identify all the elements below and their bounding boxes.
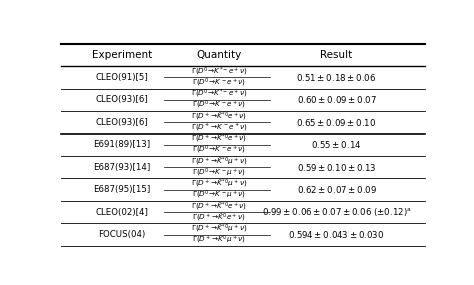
Text: CLEO(93)[6]: CLEO(93)[6] xyxy=(95,95,148,104)
Text: $\Gamma(D^0\!\to\!K^-e^+\nu)$: $\Gamma(D^0\!\to\!K^-e^+\nu)$ xyxy=(192,99,246,111)
Text: Experiment: Experiment xyxy=(91,50,152,60)
Text: $\Gamma(D^0\!\to\!K^{*-}e^+\nu)$: $\Gamma(D^0\!\to\!K^{*-}e^+\nu)$ xyxy=(191,88,247,100)
Text: CLEO(93)[6]: CLEO(93)[6] xyxy=(95,118,148,127)
Text: $\Gamma(D^0\!\to\!K^{*-}e^+\nu)$: $\Gamma(D^0\!\to\!K^{*-}e^+\nu)$ xyxy=(191,66,247,78)
Text: $\Gamma(D^+\!\to\!\bar{K}^0e^+\nu)$: $\Gamma(D^+\!\to\!\bar{K}^0e^+\nu)$ xyxy=(192,212,246,224)
Text: $0.62 \pm 0.07 \pm 0.09$: $0.62 \pm 0.07 \pm 0.09$ xyxy=(297,184,377,195)
Text: E691(89)[13]: E691(89)[13] xyxy=(93,140,150,149)
Text: $\Gamma(D^0\!\to\!K^-\mu^+\nu)$: $\Gamma(D^0\!\to\!K^-\mu^+\nu)$ xyxy=(192,189,246,201)
Text: Quantity: Quantity xyxy=(196,50,242,60)
Text: E687(95)[15]: E687(95)[15] xyxy=(93,185,150,194)
Text: $0.99 \pm 0.06 \pm 0.07 \pm 0.06\ (\pm 0.12)^{\rm a}$: $0.99 \pm 0.06 \pm 0.07 \pm 0.06\ (\pm 0… xyxy=(262,206,411,218)
Text: $\Gamma(D^+\!\to\!K^-e^+\nu)$: $\Gamma(D^+\!\to\!K^-e^+\nu)$ xyxy=(191,122,247,133)
Text: CLEO(02)[4]: CLEO(02)[4] xyxy=(95,208,148,217)
Text: $\Gamma(D^+\!\to\!\bar{K}^{*0}e^+\nu)$: $\Gamma(D^+\!\to\!\bar{K}^{*0}e^+\nu)$ xyxy=(191,201,247,213)
Text: $\Gamma(D^+\!\to\!\bar{K}^0\mu^+\nu)$: $\Gamma(D^+\!\to\!\bar{K}^0\mu^+\nu)$ xyxy=(192,234,246,246)
Text: $0.65 \pm 0.09 \pm 0.10$: $0.65 \pm 0.09 \pm 0.10$ xyxy=(296,117,377,128)
Text: $\Gamma(D^+\!\to\!\bar{K}^{*0}e^+\nu)$: $\Gamma(D^+\!\to\!\bar{K}^{*0}e^+\nu)$ xyxy=(191,111,247,123)
Text: CLEO(91)[5]: CLEO(91)[5] xyxy=(95,73,148,82)
Text: $0.60 \pm 0.09 \pm 0.07$: $0.60 \pm 0.09 \pm 0.07$ xyxy=(297,94,377,105)
Text: $0.594 \pm 0.043 \pm 0.030$: $0.594 \pm 0.043 \pm 0.030$ xyxy=(289,229,385,240)
Text: $\Gamma(D^+\!\to\!\bar{K}^{*0}\mu^+\nu)$: $\Gamma(D^+\!\to\!\bar{K}^{*0}\mu^+\nu)$ xyxy=(191,156,247,168)
Text: $\Gamma(D^+\!\to\!\bar{K}^{*0}\mu^+\nu)$: $\Gamma(D^+\!\to\!\bar{K}^{*0}\mu^+\nu)$ xyxy=(191,223,247,235)
Text: $0.51 \pm 0.18 \pm 0.06$: $0.51 \pm 0.18 \pm 0.06$ xyxy=(296,72,377,83)
Text: $\Gamma(D^+\!\to\!\bar{K}^{*0}e^+\nu)$: $\Gamma(D^+\!\to\!\bar{K}^{*0}e^+\nu)$ xyxy=(191,133,247,145)
Text: E687(93)[14]: E687(93)[14] xyxy=(93,163,150,172)
Text: $\Gamma(D^0\!\to\!K^-e^+\nu)$: $\Gamma(D^0\!\to\!K^-e^+\nu)$ xyxy=(192,144,246,156)
Text: FOCUS(04): FOCUS(04) xyxy=(98,230,146,239)
Text: $0.55 \pm 0.14$: $0.55 \pm 0.14$ xyxy=(311,139,362,150)
Text: $\Gamma(D^0\!\to\!K^-\mu^+\nu)$: $\Gamma(D^0\!\to\!K^-\mu^+\nu)$ xyxy=(192,166,246,179)
Text: $\Gamma(D^+\!\to\!\bar{K}^{*0}\mu^+\nu)$: $\Gamma(D^+\!\to\!\bar{K}^{*0}\mu^+\nu)$ xyxy=(191,178,247,190)
Text: Result: Result xyxy=(320,50,353,60)
Text: $\Gamma(D^0\!\to\!K^-e^+\nu)$: $\Gamma(D^0\!\to\!K^-e^+\nu)$ xyxy=(192,77,246,89)
Text: $0.59 \pm 0.10 \pm 0.13$: $0.59 \pm 0.10 \pm 0.13$ xyxy=(297,162,376,173)
